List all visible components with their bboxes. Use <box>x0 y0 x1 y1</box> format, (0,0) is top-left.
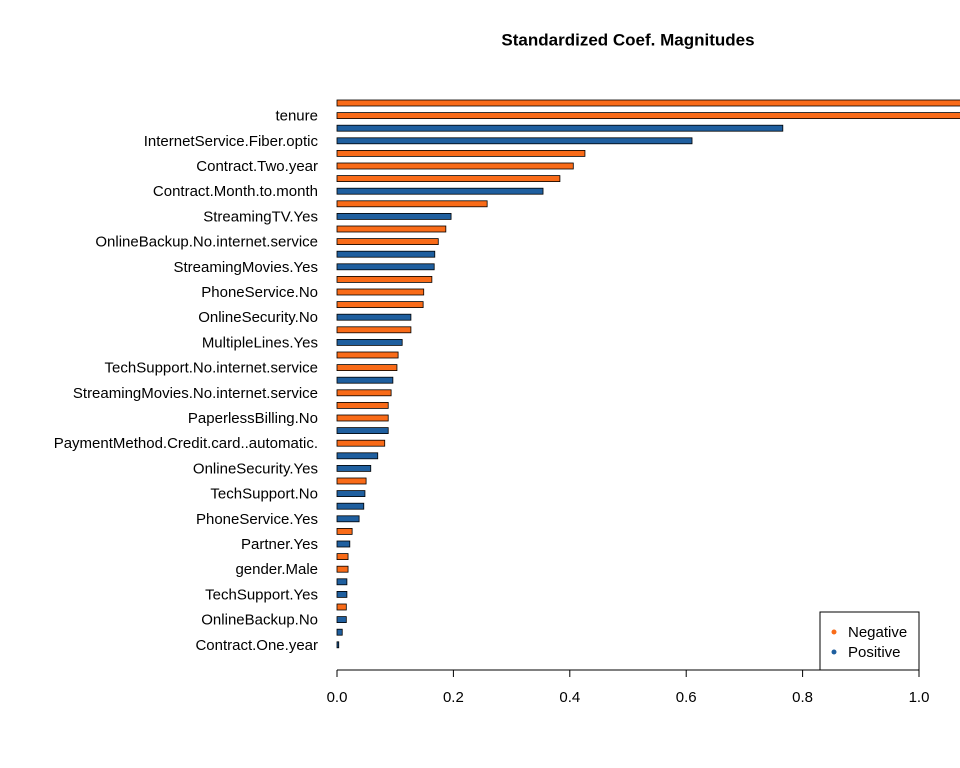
bar <box>336 250 436 258</box>
bar <box>336 603 347 611</box>
bar <box>336 301 424 309</box>
y-tick-label: TechSupport.Yes <box>205 586 318 603</box>
y-tick-label: Contract.One.year <box>195 637 318 654</box>
y-tick-label: OnlineBackup.No <box>201 612 318 629</box>
bar <box>336 112 960 119</box>
bar <box>336 616 347 623</box>
bar <box>336 175 561 183</box>
bar <box>336 628 343 636</box>
y-tick-label: MultipleLines.Yes <box>202 334 318 351</box>
bar <box>336 376 394 384</box>
bar <box>336 187 544 195</box>
bar <box>336 578 348 586</box>
bar <box>336 490 366 498</box>
y-tick-label: OnlineSecurity.Yes <box>193 460 318 477</box>
bar <box>336 351 399 359</box>
bar <box>336 99 960 107</box>
bar <box>336 401 389 409</box>
bar <box>336 162 574 170</box>
bar <box>336 565 349 573</box>
y-tick-label: OnlineSecurity.No <box>198 309 318 326</box>
y-tick-label: gender.Male <box>235 561 318 578</box>
bar <box>336 502 365 510</box>
bar <box>336 540 351 548</box>
bar <box>336 439 386 447</box>
bar <box>336 212 452 220</box>
bar <box>336 515 360 523</box>
bar <box>336 389 392 397</box>
bar <box>336 200 488 208</box>
y-tick-label: Contract.Month.to.month <box>153 183 318 200</box>
legend-label: Negative <box>848 624 907 641</box>
y-tick-label: StreamingTV.Yes <box>203 208 318 225</box>
x-tick-label: 0.4 <box>559 689 580 706</box>
legend-marker <box>831 649 837 655</box>
bar <box>336 263 435 271</box>
y-tick-label: InternetService.Fiber.optic <box>144 133 319 150</box>
bar <box>336 528 353 535</box>
y-tick-label: OnlineBackup.No.internet.service <box>95 234 318 251</box>
y-tick-label: tenure <box>275 108 318 125</box>
chart-title: Standardized Coef. Magnitudes <box>501 30 754 49</box>
bar <box>336 427 389 435</box>
y-tick-label: StreamingMovies.Yes <box>173 259 318 276</box>
x-tick-label: 1.0 <box>909 689 930 706</box>
x-tick-label: 0.8 <box>792 689 813 706</box>
bar <box>336 553 349 560</box>
bar <box>336 364 398 372</box>
y-tick-label: Partner.Yes <box>241 536 318 553</box>
bar <box>336 149 586 157</box>
bar <box>336 238 439 246</box>
bar <box>336 137 693 145</box>
bar <box>336 313 412 321</box>
bar <box>336 641 340 649</box>
y-tick-label: TechSupport.No <box>210 486 318 503</box>
y-tick-label: TechSupport.No.internet.service <box>105 360 318 377</box>
y-tick-label: PaperlessBilling.No <box>188 410 318 427</box>
bar <box>336 452 379 460</box>
y-tick-label: PhoneService.Yes <box>196 511 318 528</box>
x-tick-label: 0.6 <box>676 689 697 706</box>
x-tick-label: 0.2 <box>443 689 464 706</box>
bar <box>336 326 412 334</box>
legend-marker <box>831 629 837 635</box>
legend-label: Positive <box>848 644 901 661</box>
bar <box>336 591 348 598</box>
x-tick-label: 0.0 <box>327 689 348 706</box>
bar <box>336 124 784 132</box>
bar <box>336 288 425 296</box>
y-tick-label: Contract.Two.year <box>196 158 318 175</box>
bar <box>336 477 367 485</box>
y-tick-label: StreamingMovies.No.internet.service <box>73 385 318 402</box>
y-tick-label: PaymentMethod.Credit.card..automatic. <box>54 435 318 452</box>
legend-box <box>819 611 920 671</box>
bar <box>336 275 433 283</box>
bar <box>336 414 389 422</box>
bar <box>336 225 447 233</box>
bar <box>336 464 372 472</box>
y-tick-label: PhoneService.No <box>201 284 318 301</box>
bar <box>336 338 403 346</box>
